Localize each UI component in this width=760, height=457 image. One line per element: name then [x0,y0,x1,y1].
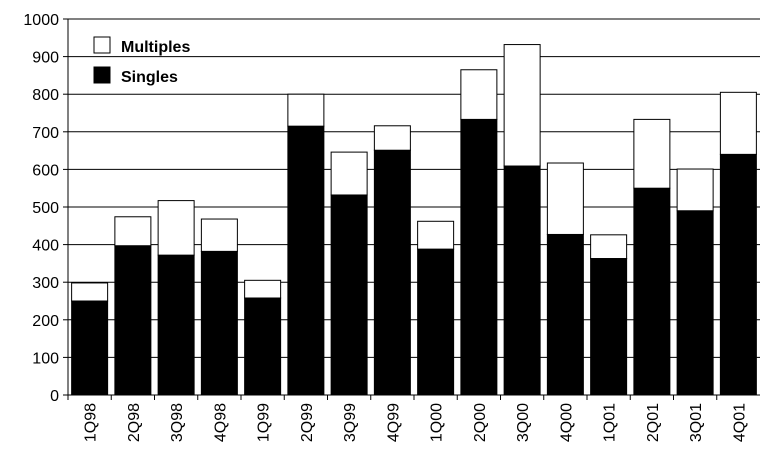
bar-singles-3q00 [503,165,541,396]
bar-multiples-2q98 [114,216,152,247]
y-tick-label-3: 300 [32,275,59,292]
x-tick-label-2q01: 2Q01 [645,403,662,442]
x-tick-label-4q01: 4Q01 [731,403,748,442]
bar-multiples-1q00 [417,220,455,250]
bar-singles-2q00 [460,118,498,396]
bar-singles-1q00 [417,248,455,396]
y-tick-label-9: 900 [32,50,59,67]
y-tick-label-0: 0 [50,388,59,405]
x-tick-label-3q99: 3Q99 [342,403,359,442]
bar-singles-4q01 [719,153,757,396]
bar-singles-3q99 [330,194,368,396]
x-tick-label-1q01: 1Q01 [602,403,619,442]
legend-label-multiples: Multiples [121,39,190,56]
bar-singles-1q98 [71,300,109,396]
legend-swatch-multiples [93,36,111,54]
bar-multiples-1q01 [590,234,628,260]
y-tick-label-2: 200 [32,313,59,330]
bar-singles-2q98 [114,245,152,396]
x-tick-label-1q98: 1Q98 [83,403,100,442]
y-tick-label-4: 400 [32,238,59,255]
bar-multiples-4q01 [719,91,757,155]
y-tick-label-5: 500 [32,200,59,217]
y-axis-ticks: 0 100 200 300 400 500 600 700 800 900 1000 [23,12,68,405]
x-tick-label-3q01: 3Q01 [688,403,705,442]
y-tick-label-1: 100 [32,350,59,367]
bar-multiples-1q99 [244,279,282,299]
bar-singles-3q01 [676,210,714,396]
axes [67,19,760,396]
bar-multiples-2q00 [460,69,498,120]
bar-multiples-2q99 [287,93,325,127]
x-tick-label-4q99: 4Q99 [385,403,402,442]
bars [71,44,757,396]
bar-singles-2q99 [287,125,325,396]
bar-multiples-3q00 [503,44,541,167]
bar-multiples-4q00 [546,162,584,235]
y-tick-label-7: 700 [32,125,59,142]
x-tick-label-4q00: 4Q00 [558,403,575,442]
bar-singles-2q01 [633,187,671,396]
bar-multiples-2q01 [633,118,671,189]
bar-multiples-3q99 [330,151,368,196]
bar-multiples-4q98 [200,218,238,252]
y-tick-label-8: 800 [32,87,59,104]
bar-singles-3q98 [157,254,195,396]
x-tick-label-2q00: 2Q00 [472,403,489,442]
legend-swatch-singles [93,66,111,84]
x-tick-label-3q00: 3Q00 [515,403,532,442]
y-tick-label-10: 1000 [23,12,59,29]
x-tick-label-1q00: 1Q00 [429,403,446,442]
legend-label-singles: Singles [121,69,178,86]
bar-multiples-3q01 [676,168,714,212]
x-tick-label-3q98: 3Q98 [169,403,186,442]
x-tick-label-2q98: 2Q98 [126,403,143,442]
x-axis-ticks: 1Q98 2Q98 3Q98 4Q98 1Q99 2Q99 3Q99 4Q99 1Q00 2Q00… [67,395,748,442]
bar-multiples-3q98 [157,200,195,256]
x-tick-label-1q99: 1Q99 [256,403,273,442]
y-tick-label-6: 600 [32,162,59,179]
bar-singles-4q00 [546,233,584,396]
bar-singles-1q99 [244,297,282,396]
bar-singles-4q98 [200,250,238,396]
bar-singles-1q01 [590,258,628,396]
bar-multiples-1q98 [71,282,109,302]
bar-singles-4q99 [373,149,411,396]
bar-multiples-4q99 [373,125,411,151]
x-tick-label-4q98: 4Q98 [212,403,229,442]
x-tick-label-2q99: 2Q99 [299,403,316,442]
legend: Multiples Singles [93,36,190,86]
